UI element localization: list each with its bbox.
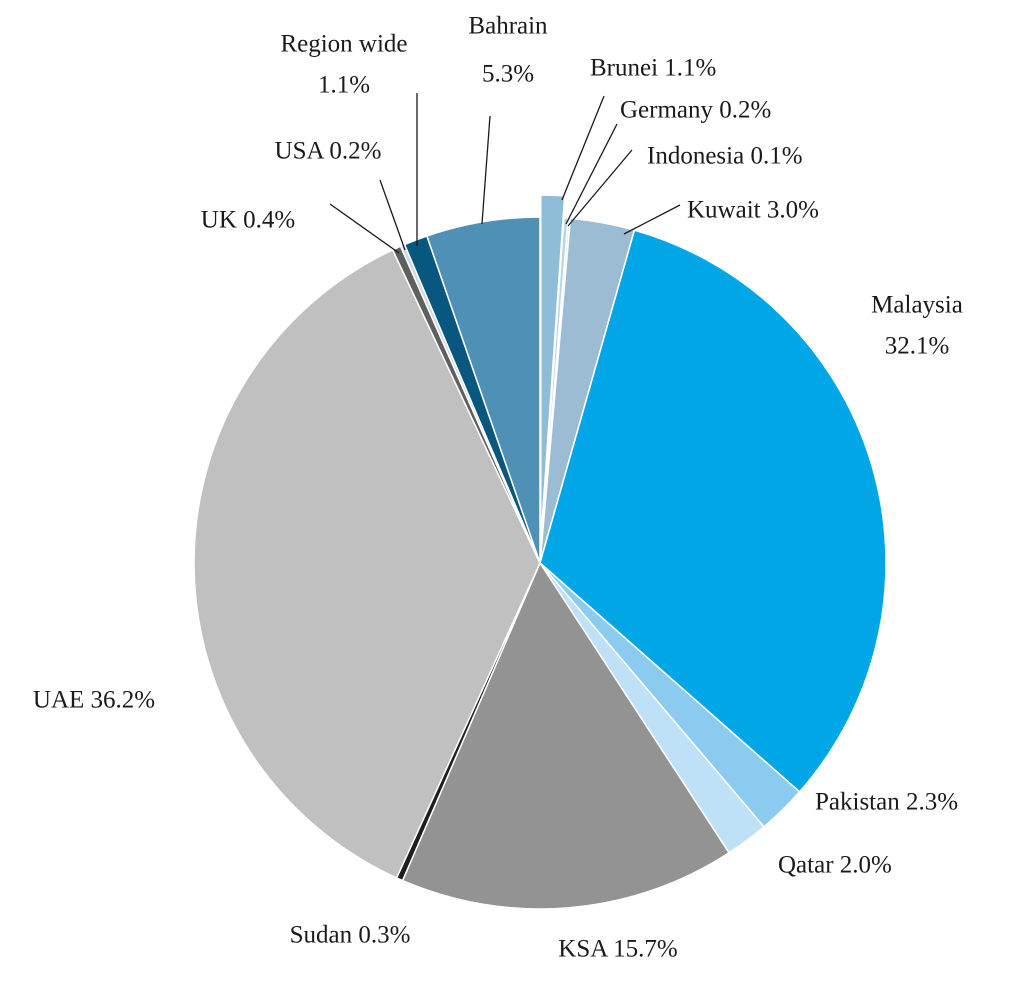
pie-slice-brunei <box>540 194 566 542</box>
slice-label-indonesia: Indonesia 0.1% <box>647 143 803 170</box>
slice-label-germany: Germany 0.2% <box>620 97 771 124</box>
leader-lines <box>329 93 681 254</box>
pie-slice-ksa <box>401 561 731 910</box>
pie-slice-uae <box>193 248 541 879</box>
slice-label-bahrain-line-2: 5.3% <box>482 61 534 88</box>
leader-line-brunei <box>561 95 605 201</box>
slice-label-pakistan: Pakistan 2.3% <box>815 789 958 816</box>
slice-label-uae: UAE 36.2% <box>33 687 155 714</box>
leader-line-indonesia <box>567 149 633 227</box>
slice-label-region-wide-line-2: 1.1% <box>318 72 370 99</box>
pie-slices <box>193 194 887 910</box>
slice-labels: Brunei 1.1% Germany 0.2% Indonesia 0.1% Kuw… <box>33 13 963 963</box>
leader-line-usa <box>379 179 406 251</box>
slice-label-usa: USA 0.2% <box>275 138 382 165</box>
leader-line-kuwait <box>623 204 681 235</box>
pie-slice-malaysia <box>539 229 887 793</box>
slice-label-sudan: Sudan 0.3% <box>290 922 411 949</box>
leader-line-uk <box>329 203 400 254</box>
slice-label-uk: UK 0.4% <box>201 207 295 234</box>
slice-label-kuwait: Kuwait 3.0% <box>687 197 819 224</box>
slice-label-malaysia-line-1: Malaysia <box>871 292 963 319</box>
slice-label-qatar: Qatar 2.0% <box>778 852 892 879</box>
slice-label-bahrain-line-1: Bahrain <box>468 13 548 40</box>
slice-label-region-wide-line-1: Region wide <box>280 31 407 58</box>
slice-label-brunei: Brunei 1.1% <box>590 55 716 82</box>
slice-label-ksa: KSA 15.7% <box>558 936 677 963</box>
leader-line-germany <box>565 123 618 225</box>
slice-label-malaysia-line-2: 32.1% <box>885 333 950 360</box>
leader-line-bahrain <box>481 115 491 225</box>
